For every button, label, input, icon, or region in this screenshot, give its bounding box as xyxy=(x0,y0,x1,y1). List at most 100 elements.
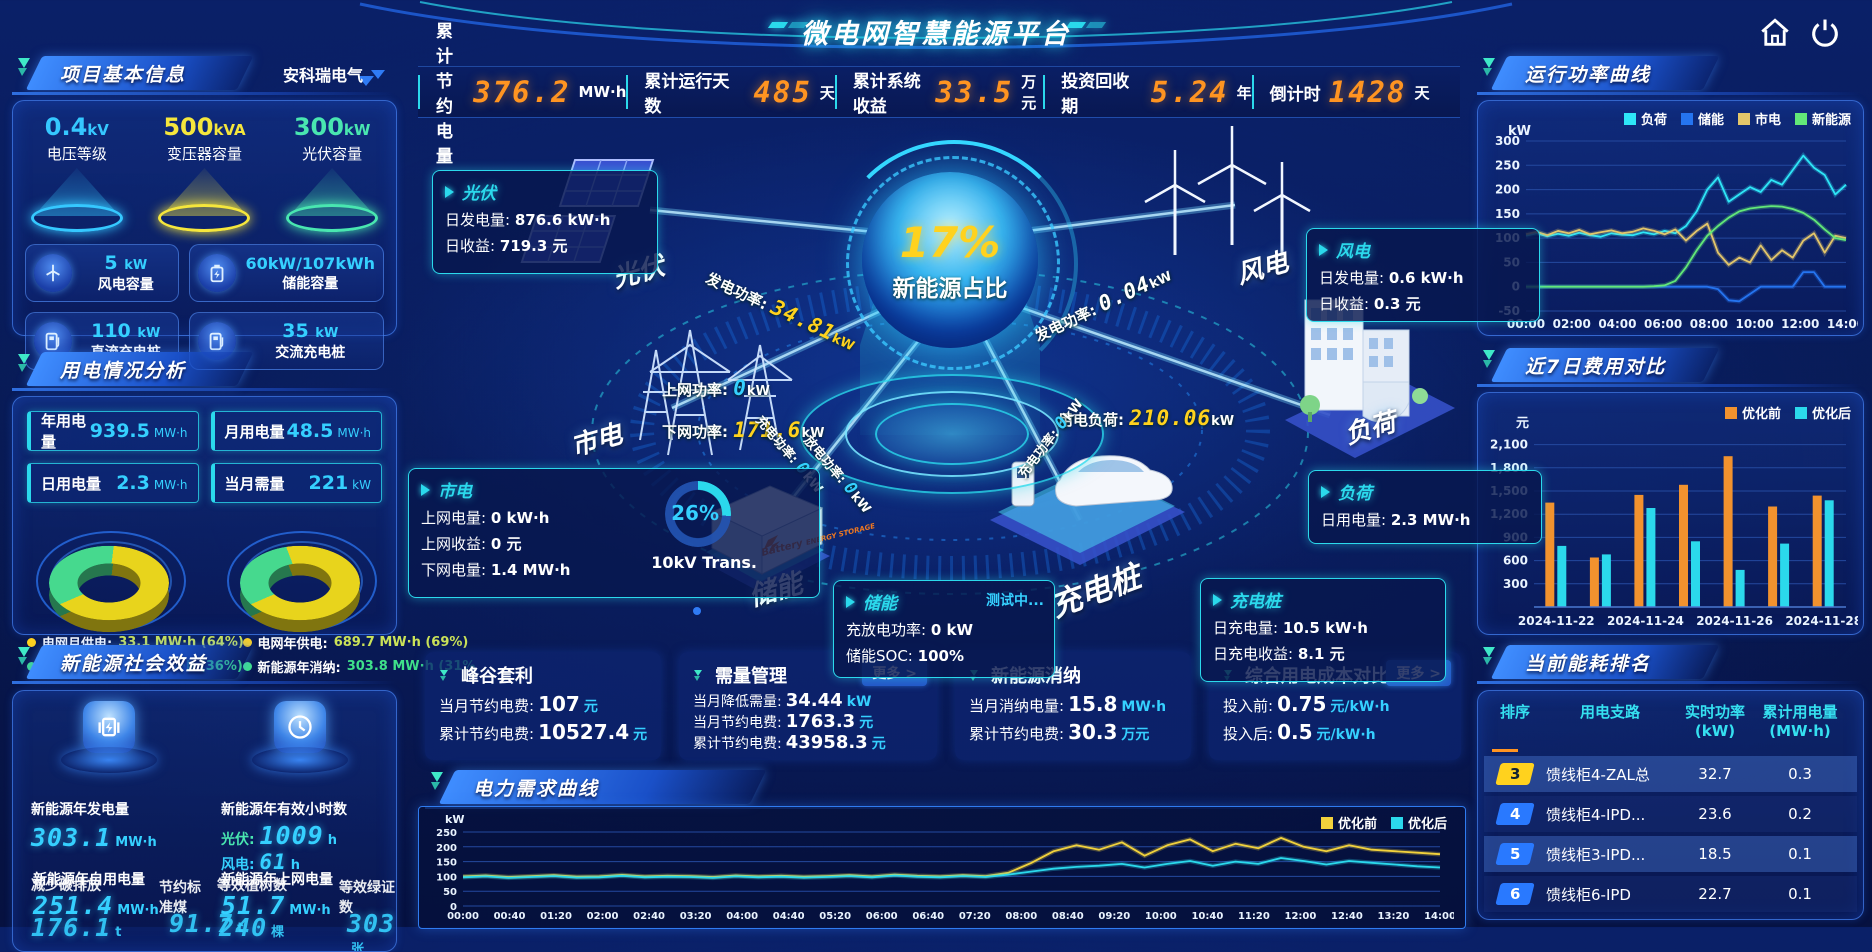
ess-info-box: 储能 测试中... 充放电功率: 0 kW 储能SOC: 100% xyxy=(833,580,1055,678)
svg-text:10:00: 10:00 xyxy=(1735,317,1773,331)
svg-text:12:00: 12:00 xyxy=(1781,317,1819,331)
spotlight-transformer: 500kVA 变压器容量 xyxy=(149,113,259,232)
kpi-run-days: 累计运行天数 485 天 xyxy=(626,72,835,117)
svg-text:10:40: 10:40 xyxy=(1191,911,1223,922)
panel-corner-icon xyxy=(431,772,443,790)
arrow-icon xyxy=(421,483,430,496)
demand-chart: 250 200 150 100 50 0 kW 00:00 00:40 01:20 02:00 02:… xyxy=(436,813,1456,922)
svg-text:元: 元 xyxy=(1516,416,1529,431)
node-label-load: 负荷 xyxy=(1341,407,1400,451)
node-label-grid: 市电 xyxy=(567,419,626,463)
benefit-panel-title: 新能源社会效益 xyxy=(60,653,208,675)
kpi-payback-period: 投资回收期 5.24 年 xyxy=(1043,72,1252,117)
home-icon[interactable] xyxy=(1758,16,1792,50)
legend-dot-grid xyxy=(242,638,252,647)
node-label-wind: 风电 xyxy=(1233,247,1292,291)
benefit-selfuse-cluster: 减少碳排放 新能源年自用电量 节约标准煤 251.4 MW·h 176.1 t 91… xyxy=(31,872,244,942)
cost-panel-header: 近7日费用对比 xyxy=(1477,348,1862,387)
arrow-icon xyxy=(1321,485,1330,498)
rank-panel-title: 当前能耗排名 xyxy=(1525,653,1652,675)
demand-chart-legend: 优化前 优化后 xyxy=(1320,813,1447,832)
hours-pedestal xyxy=(240,701,360,773)
svg-text:02:40: 02:40 xyxy=(633,911,665,922)
arrow-icon xyxy=(846,595,855,608)
benefit-togrid-cluster: 等效植树数 新能源年上网电量 等效绿证数 51.7 MW·h 240 棵 303张 xyxy=(217,872,396,952)
collapse-arrow-icon[interactable] xyxy=(358,76,374,86)
capacity-wind: 5 kW 风电容量 xyxy=(25,244,179,302)
svg-text:03:20: 03:20 xyxy=(680,911,712,922)
benefit-hours: 新能源年有效小时数 光伏: 1009 h 风电: 61 h xyxy=(221,802,347,874)
benefit-generation: 新能源年发电量 303.1 MW·h xyxy=(31,802,157,852)
benefit-panel-body: 新能源年发电量 303.1 MW·h 新能源年有效小时数 光伏: 1009 h 风电… xyxy=(12,690,397,952)
panel-corner-icon xyxy=(1483,58,1495,76)
capacity-ac-charger: 35 kW 交流充电桩 xyxy=(188,312,384,370)
rank-divider xyxy=(1492,749,1518,752)
arrow-icon xyxy=(1319,243,1328,256)
flow-grid-up: 上网功率: 0kW xyxy=(662,376,770,400)
arrow-icon xyxy=(445,185,454,198)
spotlight-pv: 300kW 光伏容量 xyxy=(277,113,387,232)
dc-charger-icon xyxy=(45,332,60,351)
rank-table-header: 排序 用电支路 实时功率 (kW) 累计用电量 (MW·h) xyxy=(1499,703,1838,740)
cost-chart-legend: 优化前 优化后 xyxy=(1724,403,1851,422)
svg-text:07:20: 07:20 xyxy=(959,911,991,922)
demand-chart-panel: 优化前 优化后 250 200 150 100 50 0 kW 00:00 00:40 01:20… xyxy=(418,806,1466,929)
svg-text:02:00: 02:00 xyxy=(1553,317,1591,331)
generation-icon xyxy=(98,717,120,737)
svg-text:2,100: 2,100 xyxy=(1490,438,1528,452)
kpi-bar: 累计节约电量 376.2 MW·h 累计运行天数 485 天 累计系统收益 33.5 万元 … xyxy=(418,22,1460,167)
svg-text:kW: kW xyxy=(1508,124,1531,139)
svg-text:2024-11-26: 2024-11-26 xyxy=(1696,614,1773,628)
carousel-dot[interactable] xyxy=(693,607,701,615)
flag-icon xyxy=(694,670,702,681)
svg-text:14:00: 14:00 xyxy=(1424,911,1454,922)
stat-day-usage: 日用电量 2.3 MW·h xyxy=(27,463,199,503)
transformer-load-value: 26% xyxy=(671,501,719,525)
svg-text:300: 300 xyxy=(1495,134,1520,148)
wind-turbines-illustration xyxy=(1144,126,1311,258)
transformer-label: 10kV Trans. xyxy=(651,553,757,572)
power-panel-header: 运行功率曲线 xyxy=(1477,56,1862,95)
table-row[interactable]: 5 馈线柜3-IPD... 18.5 0.1 xyxy=(1484,836,1857,872)
charger-info-box: 充电桩 日充电量: 10.5 kW·h 日充电收益: 8.1 元 xyxy=(1200,578,1446,682)
power-icon[interactable] xyxy=(1808,16,1842,50)
node-label-charger: 充电桩 xyxy=(1045,558,1146,625)
grid-info-box: 市电 上网电量: 0 kW·h 上网收益: 0 元 下网电量: 1.4 MW·h… xyxy=(408,468,820,615)
page-title: 微电网智慧能源平台 xyxy=(801,19,1071,50)
stat-month-usage: 月用电量 48.5 MW·h xyxy=(210,411,382,451)
battery-icon xyxy=(210,264,223,283)
year-energy-donut xyxy=(225,523,378,633)
svg-text:150: 150 xyxy=(436,858,457,869)
svg-text:0: 0 xyxy=(450,902,457,913)
table-row[interactable]: 3 馈线柜4-ZAL总 32.7 0.3 xyxy=(1484,756,1857,792)
svg-text:10:00: 10:00 xyxy=(1145,911,1177,922)
flow-grid-down: 下网功率: 171.6kW xyxy=(662,418,825,442)
renewable-share-label: 新能源占比 xyxy=(892,275,1008,302)
svg-text:04:00: 04:00 xyxy=(1598,317,1636,331)
spotlight-voltage: 0.4kV 电压等级 xyxy=(22,113,132,232)
month-energy-donut xyxy=(34,523,186,633)
svg-text:11:20: 11:20 xyxy=(1238,911,1270,922)
svg-text:13:20: 13:20 xyxy=(1378,911,1410,922)
power-chart-legend: 负荷 储能 市电 新能源 xyxy=(1623,109,1851,128)
svg-text:2024-11-28: 2024-11-28 xyxy=(1785,614,1858,628)
stat-year-usage: 年用电量 939.5 MW·h xyxy=(27,411,199,451)
panel-corner-icon xyxy=(18,58,30,76)
legend-dot-new xyxy=(242,662,252,671)
svg-text:100: 100 xyxy=(436,872,457,883)
generation-pedestal xyxy=(49,701,169,773)
panel-corner-icon xyxy=(18,354,30,372)
chevron-down-icon xyxy=(371,69,385,79)
capacity-storage: 60kW/107kWh 储能容量 xyxy=(188,244,384,302)
title-decor-left xyxy=(767,22,789,28)
svg-text:2024-11-22: 2024-11-22 xyxy=(1518,614,1595,628)
table-row[interactable]: 6 馈线柜6-IPD 22.7 0.1 xyxy=(1484,876,1857,912)
svg-text:600: 600 xyxy=(1503,554,1528,568)
table-row[interactable]: 4 馈线柜4-IPD... 23.6 0.2 xyxy=(1484,796,1857,832)
panel-corner-icon xyxy=(18,647,30,665)
panel-corner-icon xyxy=(1483,350,1495,368)
svg-text:04:40: 04:40 xyxy=(773,911,805,922)
project-select[interactable]: 安科瑞电气 xyxy=(283,62,385,86)
peak-valley-box: 峰谷套利 当月节约电费: 107 元 累计节约电费: 10527.4 元 xyxy=(425,652,661,760)
ess-test-badge[interactable]: 测试中... xyxy=(986,593,1044,609)
